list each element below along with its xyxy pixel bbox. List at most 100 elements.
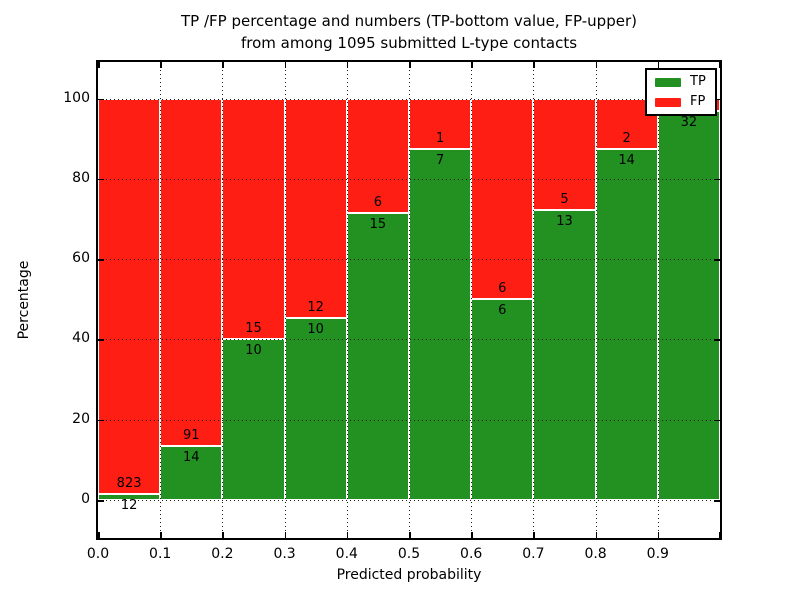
chart-title: TP /FP percentage and numbers (TP-bottom… <box>98 10 720 54</box>
bar-tp-segment <box>409 148 472 500</box>
fp-count-label: 6 <box>373 195 383 211</box>
legend-row-fp: FP <box>655 95 706 109</box>
plot-inner: 823 12 91 14 15 10 12 10 6 15 1 7 6 6 5 13 2 14 32 <box>98 62 720 538</box>
x-tick <box>595 62 598 68</box>
x-tick-label: 0.4 <box>335 546 358 562</box>
gridline <box>346 62 348 538</box>
bar-fp-segment <box>160 98 223 447</box>
tp-count-label: 12 <box>120 498 138 514</box>
y-tick <box>98 419 104 422</box>
chart-title-line1: TP /FP percentage and numbers (TP-bottom… <box>181 12 637 30</box>
x-tick <box>533 62 535 68</box>
y-tick <box>98 98 104 101</box>
x-tick <box>98 532 100 538</box>
tp-count-label: 32 <box>680 114 698 130</box>
x-tick <box>284 62 287 68</box>
x-axis-label: Predicted probability <box>336 567 482 583</box>
fp-count-label: 1 <box>435 130 445 146</box>
x-tick-label: 0.0 <box>86 546 110 562</box>
y-tick <box>714 500 720 502</box>
y-tick <box>714 98 720 101</box>
x-tick <box>98 62 100 68</box>
y-tick <box>98 339 104 341</box>
y-tick-label: 100 <box>63 89 90 106</box>
bar-fp-segment <box>222 98 285 340</box>
y-tick <box>714 339 720 341</box>
x-tick-label: 0.6 <box>460 546 483 562</box>
x-tick-label: 0.5 <box>397 546 421 562</box>
bar-tp-segment <box>98 494 161 500</box>
fp-count-label: 5 <box>560 192 569 208</box>
x-tick <box>471 532 473 538</box>
x-tick-label: 0.7 <box>522 546 545 562</box>
legend-label-tp: TP <box>690 74 706 89</box>
bar-fp-segment <box>284 98 347 318</box>
x-tick <box>471 62 473 68</box>
legend: TP FP <box>645 68 717 116</box>
fp-swatch-icon <box>655 97 681 107</box>
bar-tp-segment <box>471 299 534 500</box>
y-axis-label: Percentage <box>16 260 32 340</box>
y-tick-label: 60 <box>72 250 90 267</box>
y-tick <box>714 419 720 422</box>
bar-fp-segment <box>471 98 534 300</box>
x-tick-label: 0.2 <box>211 546 234 562</box>
y-tick <box>98 178 104 181</box>
fp-count-label: 91 <box>183 428 200 444</box>
x-tick <box>657 62 660 68</box>
bar-fp-segment <box>98 98 161 495</box>
x-tick <box>718 62 720 68</box>
x-tick <box>595 532 598 538</box>
tp-count-label: 15 <box>369 217 387 233</box>
fp-count-label: 823 <box>116 476 142 492</box>
tp-count-label: 6 <box>498 303 507 319</box>
tp-count-label: 7 <box>435 152 445 168</box>
gridline <box>533 62 535 538</box>
tp-count-label: 14 <box>618 152 635 168</box>
gridline <box>657 62 659 538</box>
gridline <box>222 62 224 538</box>
x-tick <box>718 532 720 538</box>
legend-label-fp: FP <box>690 94 706 109</box>
tp-count-label: 14 <box>183 450 200 466</box>
x-tick <box>409 62 411 68</box>
fp-count-label: 2 <box>622 130 631 146</box>
y-tick-label: 20 <box>72 410 90 427</box>
gridline <box>160 62 162 538</box>
x-tick <box>284 532 287 538</box>
tp-count-label: 13 <box>556 214 573 230</box>
x-tick <box>533 532 535 538</box>
x-tick <box>409 532 411 538</box>
x-tick <box>657 532 660 538</box>
y-tick-label: 40 <box>72 330 90 347</box>
chart-title-line2: from among 1095 submitted L-type contact… <box>240 34 578 52</box>
y-tick-label: 0 <box>81 491 90 507</box>
bar-tp-segment <box>657 110 720 500</box>
tp-count-label: 10 <box>307 321 324 337</box>
fp-count-label: 15 <box>245 321 262 337</box>
legend-row-tp: TP <box>655 75 706 89</box>
y-tick <box>714 178 720 181</box>
gridline <box>409 62 410 538</box>
x-tick-label: 0.3 <box>273 546 296 562</box>
bar-tp-segment <box>533 210 596 500</box>
x-tick <box>346 62 349 68</box>
y-tick <box>714 259 720 261</box>
fp-count-label: 6 <box>498 281 507 297</box>
y-tick-label: 80 <box>72 169 90 186</box>
x-tick <box>160 62 162 68</box>
x-tick <box>346 532 349 538</box>
bar-fp-segment <box>346 98 409 214</box>
x-tick <box>222 62 224 68</box>
x-tick <box>160 532 162 538</box>
fp-count-label: 12 <box>307 299 324 315</box>
gridline <box>284 62 286 538</box>
y-tick <box>98 500 104 502</box>
x-tick-label: 0.8 <box>584 546 607 562</box>
bar-tp-segment <box>346 213 409 500</box>
bar-tp-segment <box>284 317 347 500</box>
x-tick-label: 0.9 <box>646 546 669 562</box>
gridline <box>595 62 597 538</box>
plot-area: 823 12 91 14 15 10 12 10 6 15 1 7 6 6 5 13 2 14 32 <box>96 60 722 540</box>
